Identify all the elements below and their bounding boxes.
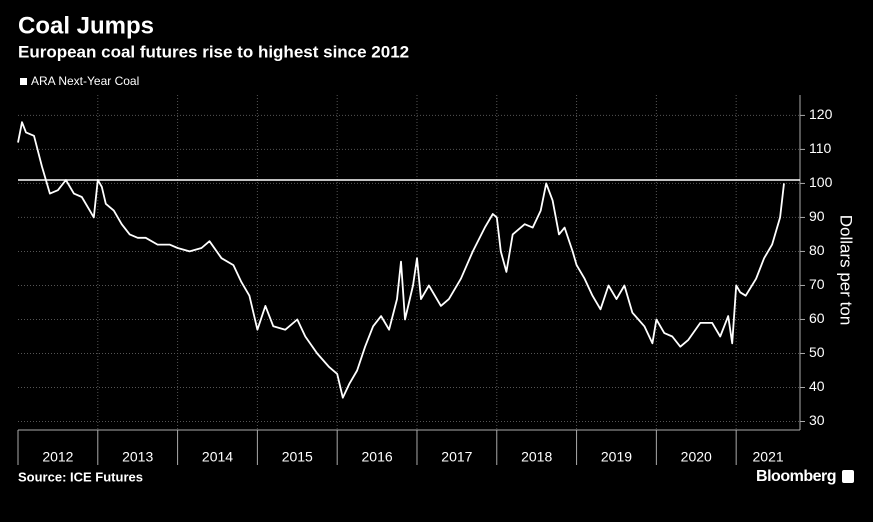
legend-label: ARA Next-Year Coal	[31, 74, 139, 88]
y-tick-label: 50	[809, 344, 825, 360]
x-tick-label: 2017	[441, 449, 472, 465]
y-tick-label: 70	[809, 276, 825, 292]
data-line	[17, 121, 785, 399]
y-tick-label: 100	[809, 174, 833, 190]
x-tick-label: 2015	[282, 449, 313, 465]
y-tick-label: 80	[809, 242, 825, 258]
y-tick-label: 90	[809, 208, 825, 224]
x-tick-label: 2016	[362, 449, 393, 465]
x-tick-label: 2018	[521, 449, 552, 465]
x-tick-label: 2012	[42, 449, 73, 465]
brand: Bloomberg	[756, 468, 836, 485]
x-tick-label: 2019	[601, 449, 632, 465]
brand-icon	[842, 470, 854, 483]
x-tick-label: 2021	[753, 449, 784, 465]
chart-title: Coal Jumps	[18, 12, 154, 39]
y-tick-label: 30	[809, 412, 825, 428]
x-tick-label: 2013	[122, 449, 153, 465]
chart-subtitle: European coal futures rise to highest si…	[18, 42, 409, 61]
source: Source: ICE Futures	[18, 469, 143, 484]
x-tick-label: 2014	[202, 449, 233, 465]
x-tick-label: 2020	[681, 449, 712, 465]
y-tick-label: 60	[809, 310, 825, 326]
y-tick-label: 40	[809, 378, 825, 394]
legend-swatch	[20, 78, 27, 85]
y-axis-label: Dollars per ton	[837, 215, 856, 326]
y-tick-label: 110	[809, 140, 832, 156]
y-tick-label: 120	[809, 106, 833, 122]
